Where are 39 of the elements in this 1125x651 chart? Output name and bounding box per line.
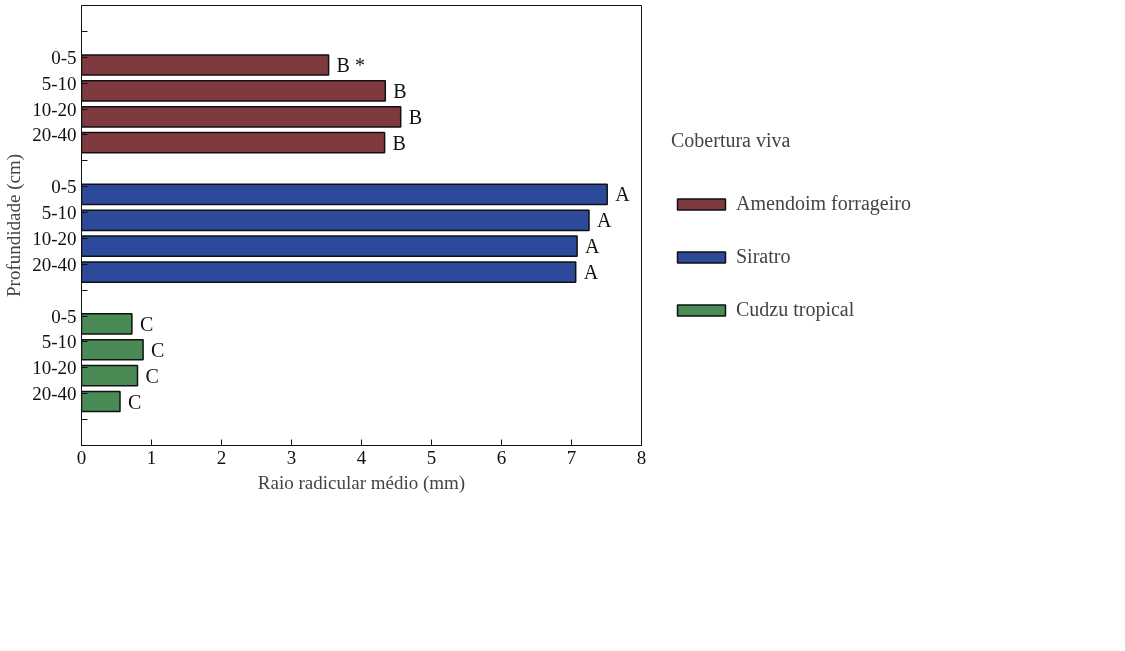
legend-title: Cobertura viva: [671, 129, 792, 152]
data-label: A: [615, 183, 631, 206]
x-tick-label: 8: [636, 446, 647, 468]
x-tick-label: 2: [216, 446, 227, 468]
legend-label: Cudzu tropical: [736, 298, 855, 321]
y-tick-label: 0-5: [51, 305, 77, 327]
y-tick-label: 10-20: [32, 98, 77, 120]
legend-label: Siratro: [736, 245, 791, 268]
x-tick-label: 1: [146, 446, 157, 468]
data-label: A: [597, 209, 612, 232]
data-label: A: [585, 235, 601, 258]
x-tick-label: 6: [496, 446, 507, 468]
x-tick-label: 4: [356, 446, 367, 468]
x-tick-label: 0: [76, 446, 87, 468]
x-tick-label: 7: [566, 446, 577, 468]
x-tick-label: 5: [426, 446, 437, 468]
data-label: C: [139, 312, 154, 335]
data-label: B *: [336, 54, 365, 77]
y-tick-label: 5-10: [41, 202, 77, 224]
y-tick-label: 10-20: [32, 227, 77, 249]
y-axis-title: Profundidade (cm): [3, 154, 26, 297]
y-tick-label: 20-40: [32, 124, 77, 146]
y-tick-label: 0-5: [51, 46, 77, 68]
data-label: C: [145, 364, 159, 387]
data-label: B: [408, 105, 423, 128]
y-tick-label: 20-40: [32, 253, 77, 275]
y-tick-label: 10-20: [32, 357, 77, 379]
x-tick-label: 3: [286, 446, 297, 468]
legend-label: Amendoim forrageiro: [736, 192, 911, 215]
data-label: B: [392, 131, 406, 154]
x-axis-title: Raio radicular médio (mm): [257, 471, 466, 494]
y-tick-label: 20-40: [32, 383, 77, 405]
y-tick-label: 0-5: [51, 176, 77, 198]
data-label: C: [151, 338, 165, 361]
data-label: C: [128, 390, 142, 413]
data-label: A: [583, 261, 599, 284]
y-tick-label: 5-10: [41, 331, 77, 353]
y-tick-label: 5-10: [41, 72, 77, 94]
data-label: B: [393, 79, 407, 102]
